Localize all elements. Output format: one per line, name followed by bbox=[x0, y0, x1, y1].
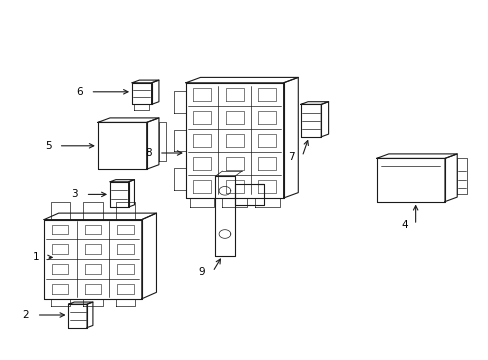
Text: 5: 5 bbox=[44, 141, 51, 151]
Text: 7: 7 bbox=[287, 152, 294, 162]
Text: 2: 2 bbox=[22, 310, 29, 320]
Text: 3: 3 bbox=[71, 189, 78, 199]
Text: 8: 8 bbox=[144, 148, 151, 158]
Text: 1: 1 bbox=[32, 252, 39, 262]
Text: 6: 6 bbox=[76, 87, 83, 97]
Text: 4: 4 bbox=[401, 220, 407, 230]
Text: 9: 9 bbox=[198, 267, 205, 277]
